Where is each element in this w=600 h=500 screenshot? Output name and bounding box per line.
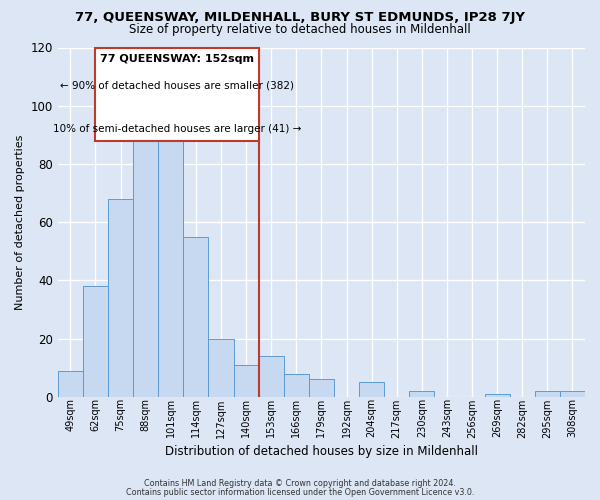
- Bar: [309, 380, 334, 397]
- Bar: [284, 374, 309, 397]
- Bar: [560, 391, 585, 397]
- Bar: [208, 338, 233, 397]
- Text: Contains HM Land Registry data © Crown copyright and database right 2024.: Contains HM Land Registry data © Crown c…: [144, 480, 456, 488]
- Text: Size of property relative to detached houses in Mildenhall: Size of property relative to detached ho…: [129, 22, 471, 36]
- Bar: [108, 199, 133, 397]
- Y-axis label: Number of detached properties: Number of detached properties: [15, 134, 25, 310]
- Bar: [158, 135, 184, 397]
- Bar: [233, 365, 259, 397]
- Text: 10% of semi-detached houses are larger (41) →: 10% of semi-detached houses are larger (…: [53, 124, 301, 134]
- Bar: [133, 126, 158, 397]
- Text: ← 90% of detached houses are smaller (382): ← 90% of detached houses are smaller (38…: [60, 80, 294, 90]
- Bar: [58, 370, 83, 397]
- Bar: [535, 391, 560, 397]
- X-axis label: Distribution of detached houses by size in Mildenhall: Distribution of detached houses by size …: [165, 444, 478, 458]
- Text: 77, QUEENSWAY, MILDENHALL, BURY ST EDMUNDS, IP28 7JY: 77, QUEENSWAY, MILDENHALL, BURY ST EDMUN…: [75, 12, 525, 24]
- Bar: [184, 236, 208, 397]
- Bar: [409, 391, 434, 397]
- Text: Contains public sector information licensed under the Open Government Licence v3: Contains public sector information licen…: [126, 488, 474, 497]
- Bar: [359, 382, 384, 397]
- FancyBboxPatch shape: [95, 48, 259, 140]
- Bar: [83, 286, 108, 397]
- Text: 77 QUEENSWAY: 152sqm: 77 QUEENSWAY: 152sqm: [100, 54, 254, 64]
- Bar: [259, 356, 284, 397]
- Bar: [485, 394, 509, 397]
